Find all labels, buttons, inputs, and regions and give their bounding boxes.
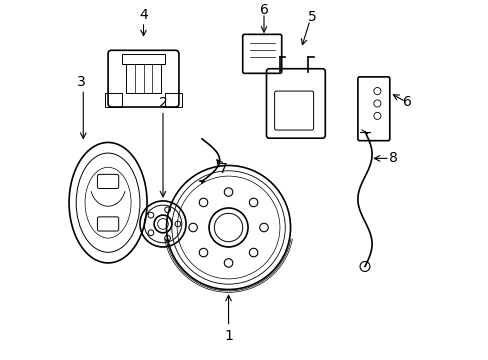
- Text: 5: 5: [307, 10, 316, 24]
- Text: 7: 7: [219, 162, 227, 176]
- Text: 1: 1: [224, 329, 232, 343]
- Bar: [125, 64, 161, 93]
- Text: 6: 6: [402, 95, 411, 109]
- Text: 4: 4: [139, 8, 147, 22]
- Text: 6: 6: [259, 3, 268, 17]
- Text: 8: 8: [388, 152, 397, 165]
- Bar: [104, 93, 122, 107]
- Text: 2: 2: [158, 96, 167, 111]
- Bar: [164, 93, 182, 107]
- Text: 3: 3: [77, 75, 86, 89]
- Bar: [122, 54, 164, 64]
